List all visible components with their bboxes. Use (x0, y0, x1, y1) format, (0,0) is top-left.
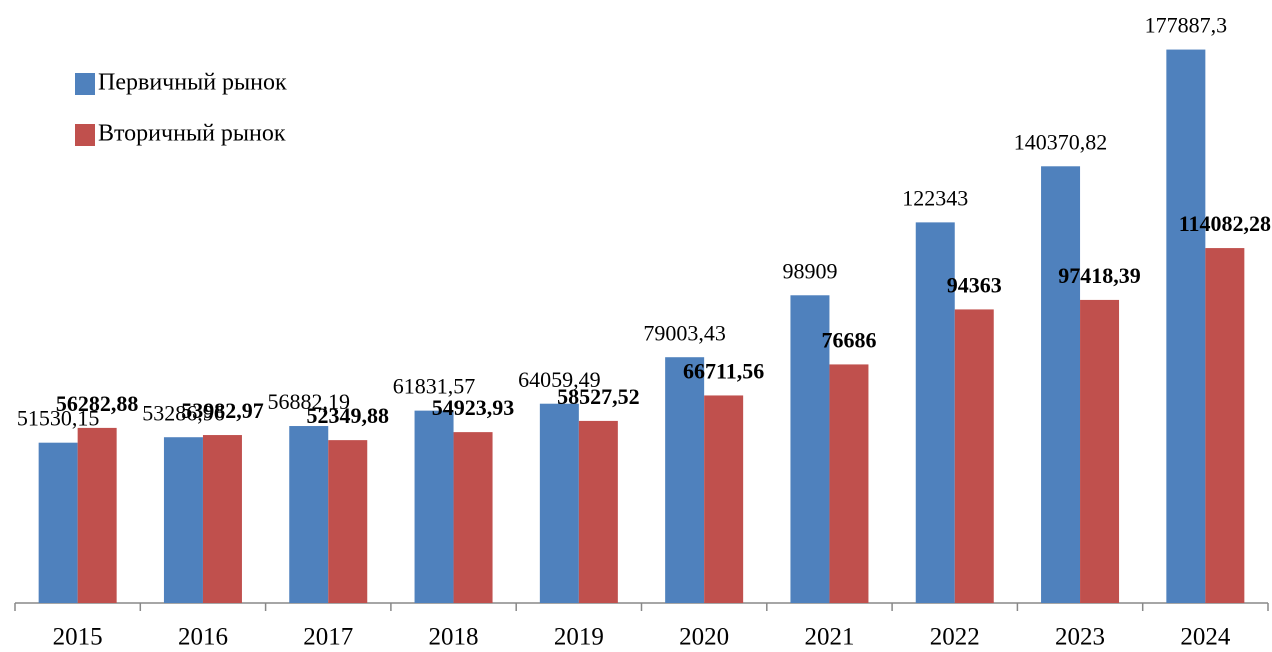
value-label: 51530,15 (17, 406, 100, 431)
value-label: 53286,96 (142, 400, 225, 425)
bar (915, 222, 955, 604)
legend-swatch (75, 124, 95, 146)
legend-swatch (75, 73, 95, 95)
x-tick-label: 2019 (554, 624, 604, 651)
bar (77, 427, 117, 603)
value-label: 64059,49 (518, 367, 601, 392)
value-label: 140370,82 (1014, 129, 1108, 154)
bar (954, 309, 994, 603)
bar (453, 432, 493, 603)
bar (38, 442, 78, 603)
value-label: 58527,52 (557, 384, 640, 409)
x-tick-label: 2023 (1055, 624, 1105, 651)
value-label: 53982,97 (181, 398, 264, 423)
value-label: 98909 (782, 258, 837, 283)
value-label: 61831,57 (393, 374, 476, 399)
x-tick-label: 2018 (429, 624, 479, 651)
value-label: 94363 (947, 272, 1002, 297)
bar (1041, 166, 1081, 604)
value-label: 56282,88 (56, 391, 139, 416)
x-tick-label: 2016 (178, 624, 228, 651)
bar (1166, 49, 1206, 603)
x-tick-label: 2017 (303, 624, 353, 651)
bar (289, 426, 329, 603)
bar (1080, 299, 1120, 603)
value-label: 79003,43 (643, 320, 726, 345)
value-label: 76686 (821, 327, 876, 352)
bar (790, 295, 830, 603)
value-label: 54923,93 (432, 395, 515, 420)
bar (578, 420, 618, 603)
value-label: 66711,56 (683, 358, 764, 383)
legend-label: Первичный рынок (98, 70, 287, 96)
bar (202, 435, 242, 603)
bar (1205, 248, 1245, 604)
value-label: 52349,88 (307, 403, 390, 428)
value-label: 122343 (902, 185, 968, 210)
bar (328, 440, 368, 603)
x-tick-label: 2021 (804, 624, 854, 651)
bar (704, 395, 744, 603)
x-tick-label: 2024 (1180, 624, 1231, 651)
bar (539, 403, 579, 603)
x-tick-label: 2020 (679, 624, 729, 651)
value-label: 56882,19 (268, 389, 351, 414)
value-label: 114082,28 (1179, 211, 1271, 236)
value-label: 97418,39 (1058, 263, 1141, 288)
x-tick-label: 2022 (930, 624, 980, 651)
x-tick-label: 2015 (53, 624, 103, 651)
legend-label: Вторичный рынок (98, 121, 286, 147)
bar (414, 410, 454, 603)
bar (665, 357, 705, 603)
bar (829, 364, 869, 603)
bar (163, 437, 203, 603)
value-label: 177887,3 (1145, 13, 1228, 38)
